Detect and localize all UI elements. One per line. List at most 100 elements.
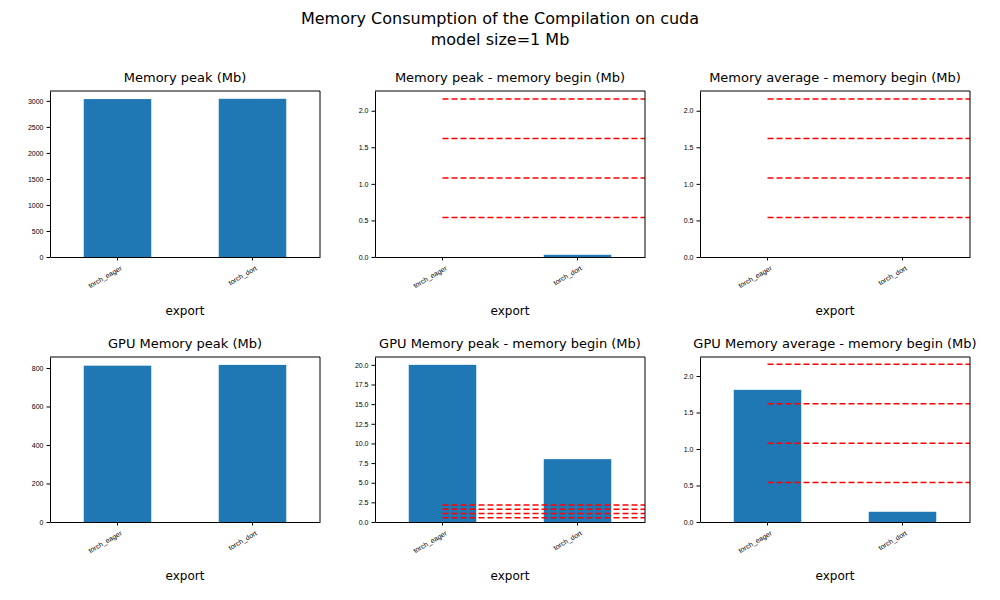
x-axis-line xyxy=(51,257,321,258)
y-axis: 0200400600800 xyxy=(32,358,51,526)
subplot: 050010001500200025003000torch_eagertorch… xyxy=(28,70,321,318)
y-tick: 1.0 xyxy=(684,446,700,453)
x-tick-label: torch_eager xyxy=(412,264,449,290)
y-tick-mark xyxy=(372,424,376,425)
y-axis: 0.00.51.01.52.0 xyxy=(359,92,376,261)
reference-line xyxy=(768,177,971,179)
x-axis-title: export xyxy=(491,304,530,318)
x-tick-label: torch_dort xyxy=(552,264,583,287)
y-tick-mark xyxy=(372,463,376,464)
y-tick-label: 200 xyxy=(32,480,44,487)
y-tick-label: 400 xyxy=(32,442,44,449)
bar xyxy=(219,99,287,257)
reference-line xyxy=(443,509,646,511)
y-axis-line xyxy=(375,358,376,523)
y-tick-label: 1.5 xyxy=(684,144,694,151)
y-tick-mark xyxy=(372,385,376,386)
subplot: 0.00.51.01.52.0torch_eagertorch_dortMemo… xyxy=(684,70,971,318)
y-tick: 20.0 xyxy=(355,362,375,369)
x-axis: torch_eager torch_dort xyxy=(376,257,646,290)
y-tick-mark xyxy=(47,231,51,232)
x-axis-line xyxy=(376,522,646,523)
y-tick: 400 xyxy=(32,442,50,449)
y-tick-label: 0.5 xyxy=(684,482,694,489)
y-tick: 1.0 xyxy=(684,181,700,188)
y-tick-label: 2500 xyxy=(28,124,44,131)
x-tick: torch_dort xyxy=(227,522,258,552)
subplot-title: Memory peak - memory begin (Mb) xyxy=(395,70,625,85)
y-tick-mark xyxy=(47,101,51,102)
y-tick-label: 2000 xyxy=(28,150,44,157)
bar xyxy=(734,257,802,258)
y-tick: 0 xyxy=(40,519,50,526)
y-tick-label: 0.5 xyxy=(359,217,369,224)
frame-right xyxy=(970,91,971,257)
x-axis-title: export xyxy=(816,569,855,583)
frame-right xyxy=(970,357,971,522)
y-tick-mark xyxy=(697,522,701,523)
y-tick-mark xyxy=(372,147,376,148)
x-axis: torch_eagertorch_dort xyxy=(51,257,321,290)
y-tick-label: 17.5 xyxy=(355,381,369,388)
y-tick-label: 12.5 xyxy=(355,421,369,428)
x-tick-mark xyxy=(902,522,903,526)
y-tick-mark xyxy=(697,220,701,221)
x-axis-line xyxy=(376,257,646,258)
reference-line xyxy=(768,482,971,484)
y-tick: 10.0 xyxy=(355,440,375,447)
y-tick-mark xyxy=(372,443,376,444)
y-tick: 0.5 xyxy=(684,217,700,224)
y-tick-mark xyxy=(697,184,701,185)
x-tick-label: torch_dort xyxy=(552,529,583,552)
y-tick: 3000 xyxy=(28,98,50,105)
subplot-title: Memory average - memory begin (Mb) xyxy=(709,70,961,85)
y-tick-label: 0 xyxy=(40,519,44,526)
y-tick-label: 0.0 xyxy=(359,254,369,261)
y-tick-mark xyxy=(372,220,376,221)
bar xyxy=(544,255,612,257)
y-tick: 200 xyxy=(32,480,50,487)
y-tick-mark xyxy=(47,445,51,446)
x-tick-mark xyxy=(442,522,443,526)
y-tick-mark xyxy=(372,111,376,112)
y-tick: 1500 xyxy=(28,176,50,183)
x-tick-mark xyxy=(442,257,443,261)
y-tick: 2.0 xyxy=(684,107,700,114)
x-tick: torch_eager xyxy=(412,257,449,290)
y-tick-label: 2.5 xyxy=(359,499,369,506)
y-tick-mark xyxy=(697,376,701,377)
y-tick-label: 1.5 xyxy=(359,144,369,151)
y-tick-mark xyxy=(697,485,701,486)
y-tick-label: 0.0 xyxy=(684,519,694,526)
y-axis-line xyxy=(50,92,51,258)
y-tick: 500 xyxy=(32,228,50,235)
y-tick-label: 1.0 xyxy=(684,446,694,453)
subplot: 0200400600800torch_eagertorch_dortGPU Me… xyxy=(32,336,321,583)
x-tick-mark xyxy=(902,257,903,261)
y-tick-mark xyxy=(697,257,701,258)
y-axis: 050010001500200025003000 xyxy=(28,92,51,261)
y-tick-label: 1500 xyxy=(28,176,44,183)
x-tick: torch_dort xyxy=(227,257,258,287)
bar xyxy=(409,365,477,522)
y-tick-mark xyxy=(47,368,51,369)
subplot: 0.00.51.01.52.0torch_eagertorch_dortMemo… xyxy=(359,70,646,318)
x-tick-label: torch_dort xyxy=(877,264,908,287)
y-tick-mark xyxy=(372,483,376,484)
y-tick-label: 1.0 xyxy=(684,181,694,188)
bar xyxy=(84,366,152,522)
y-tick: 0.0 xyxy=(359,254,375,261)
y-tick-mark xyxy=(372,404,376,405)
y-axis-line xyxy=(375,92,376,258)
y-tick-mark xyxy=(697,147,701,148)
y-tick-label: 1.5 xyxy=(684,409,694,416)
y-tick: 2.5 xyxy=(359,499,375,506)
y-tick: 2500 xyxy=(28,124,50,131)
y-tick-mark xyxy=(47,522,51,523)
y-tick: 0.0 xyxy=(359,519,375,526)
y-tick-mark xyxy=(47,179,51,180)
y-tick-mark xyxy=(47,153,51,154)
subplot-title: GPU Memory average - memory begin (Mb) xyxy=(693,336,976,351)
plot-area xyxy=(768,99,971,217)
frame-top xyxy=(375,357,645,358)
